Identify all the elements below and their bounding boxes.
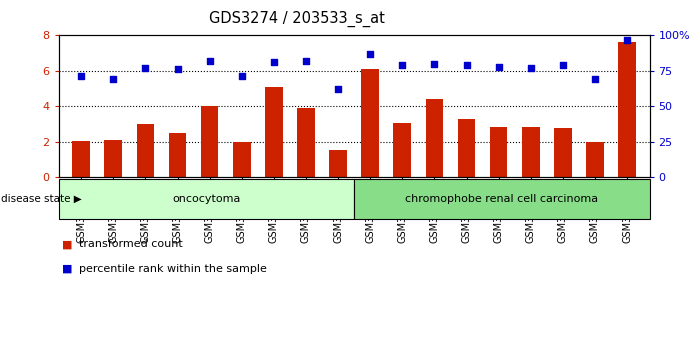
Bar (233, 142, 251, 177)
Point (332, 86, 343, 92)
Bar (329, 149, 347, 177)
Bar (426, 99, 443, 177)
Point (268, 59, 279, 65)
Text: ■: ■ (62, 239, 73, 249)
Text: disease state ▶: disease state ▶ (1, 194, 82, 204)
Bar (490, 127, 507, 177)
Point (558, 62, 569, 68)
Bar (586, 142, 604, 177)
Point (589, 76, 600, 82)
Point (397, 62, 408, 68)
Point (108, 76, 119, 82)
Bar (169, 133, 187, 177)
Bar (618, 42, 636, 177)
Point (365, 51, 376, 57)
Bar (297, 108, 315, 177)
Point (76, 74, 87, 79)
Text: transformed count: transformed count (79, 239, 183, 249)
Bar (457, 120, 475, 177)
Bar (361, 69, 379, 177)
Text: percentile rank within the sample: percentile rank within the sample (79, 264, 267, 274)
Bar (522, 127, 540, 177)
Bar (393, 123, 411, 177)
Point (236, 74, 247, 79)
Point (429, 61, 440, 67)
Text: oncocytoma: oncocytoma (172, 194, 240, 204)
Point (621, 37, 632, 42)
Text: GDS3274 / 203533_s_at: GDS3274 / 203533_s_at (209, 11, 385, 27)
Bar (554, 128, 571, 177)
Text: ■: ■ (62, 264, 73, 274)
Bar (137, 124, 154, 177)
Bar (265, 87, 283, 177)
Point (140, 65, 151, 71)
Text: chromophobe renal cell carcinoma: chromophobe renal cell carcinoma (406, 194, 598, 204)
Point (204, 58, 215, 64)
Point (461, 62, 472, 68)
Point (301, 58, 312, 64)
Bar (73, 141, 90, 177)
Bar (201, 106, 218, 177)
Point (172, 67, 183, 72)
Bar (104, 140, 122, 177)
Point (493, 64, 504, 69)
Point (525, 65, 536, 71)
